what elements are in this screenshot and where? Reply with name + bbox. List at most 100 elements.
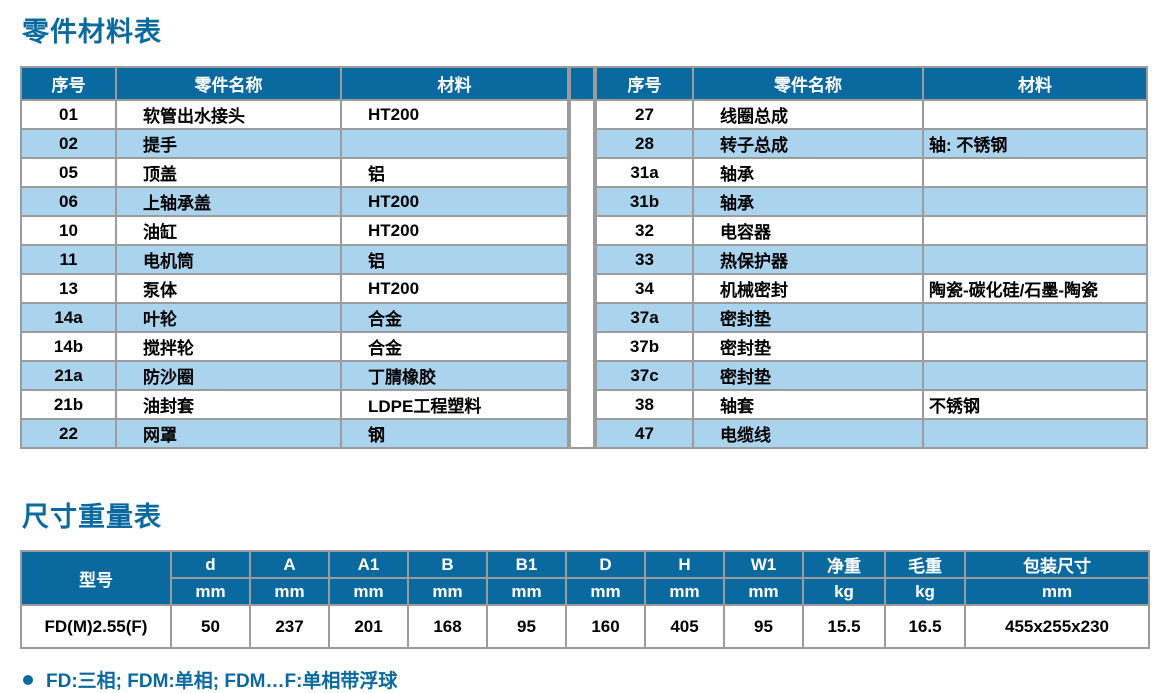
table-row: 34 机械密封 陶瓷-碳化硅/石墨-陶瓷 <box>595 273 1148 304</box>
column-header-material: 材料 <box>340 66 569 101</box>
unit-label: mm <box>565 577 646 606</box>
part-name: 提手 <box>115 128 342 159</box>
table-row: 37b 密封垫 <box>595 331 1148 362</box>
part-material <box>340 128 569 159</box>
table-row: 27 线圈总成 <box>595 99 1148 130</box>
part-name: 网罩 <box>115 418 342 449</box>
part-no: 31a <box>595 157 694 188</box>
part-material: 铝 <box>340 157 569 188</box>
table-row: 10 油缸 HT200 <box>20 215 569 246</box>
part-material <box>922 186 1148 217</box>
part-no: 05 <box>20 157 117 188</box>
column-header-d: d <box>170 550 251 579</box>
part-material <box>922 360 1148 391</box>
dim-value-b: 168 <box>407 604 488 649</box>
part-material: 轴: 不锈钢 <box>922 128 1148 159</box>
part-material <box>922 331 1148 362</box>
dims-unit-row: mm mm mm mm mm mm mm mm kg kg mm <box>21 577 1150 606</box>
unit-label: mm <box>964 577 1150 606</box>
footnote-text: FD:三相; FDM:单相; FDM…F:单相带浮球 <box>46 671 398 692</box>
part-material <box>922 99 1148 130</box>
unit-label: mm <box>486 577 567 606</box>
part-name: 机械密封 <box>692 273 924 304</box>
part-no: 47 <box>595 418 694 449</box>
dim-value-d: 50 <box>170 604 251 649</box>
table-row: 14b 搅拌轮 合金 <box>20 331 569 362</box>
part-name: 轴承 <box>692 186 924 217</box>
part-name: 搅拌轮 <box>115 331 342 362</box>
part-name: 线圈总成 <box>692 99 924 130</box>
column-header-b1: B1 <box>486 550 567 579</box>
parts-table-left: 序号 零件名称 材料 01 软管出水接头 HT200 02 提手 05 <box>20 66 569 449</box>
table-row: 31b 轴承 <box>595 186 1148 217</box>
column-header-name: 零件名称 <box>115 66 342 101</box>
dims-table-title: 尺寸重量表 <box>22 502 162 532</box>
part-no: 02 <box>20 128 117 159</box>
unit-label: mm <box>644 577 725 606</box>
unit-label: mm <box>407 577 488 606</box>
gap-body-cell <box>571 101 593 447</box>
gap-header-cell <box>571 68 593 101</box>
table-row: 02 提手 <box>20 128 569 159</box>
part-material: 陶瓷-碳化硅/石墨-陶瓷 <box>922 273 1148 304</box>
part-material: HT200 <box>340 215 569 246</box>
net-weight-value: 15.5 <box>802 604 886 649</box>
table-row: 14a 叶轮 合金 <box>20 302 569 333</box>
part-no: 37a <box>595 302 694 333</box>
column-header-a1: A1 <box>328 550 409 579</box>
table-row: 01 软管出水接头 HT200 <box>20 99 569 130</box>
table-row: 28 转子总成 轴: 不锈钢 <box>595 128 1148 159</box>
column-header-h: H <box>644 550 725 579</box>
column-header-package-size: 包装尺寸 <box>964 550 1150 579</box>
part-material: HT200 <box>340 186 569 217</box>
gross-weight-value: 16.5 <box>884 604 966 649</box>
column-header-gross-weight: 毛重 <box>884 550 966 579</box>
part-no: 06 <box>20 186 117 217</box>
column-header-name: 零件名称 <box>692 66 924 101</box>
column-header-net-weight: 净重 <box>802 550 886 579</box>
part-no: 33 <box>595 244 694 275</box>
part-no: 01 <box>20 99 117 130</box>
bullet-icon <box>23 674 33 685</box>
dim-value-w1: 95 <box>723 604 804 649</box>
part-no: 13 <box>20 273 117 304</box>
part-name: 泵体 <box>115 273 342 304</box>
column-header-material: 材料 <box>922 66 1148 101</box>
part-no: 37b <box>595 331 694 362</box>
part-material <box>922 244 1148 275</box>
column-header-model: 型号 <box>20 550 172 606</box>
dim-value-h: 405 <box>644 604 725 649</box>
part-material: 合金 <box>340 331 569 362</box>
part-material: 钢 <box>340 418 569 449</box>
table-row: 21a 防沙圈 丁腈橡胶 <box>20 360 569 391</box>
part-material <box>922 418 1148 449</box>
unit-label: mm <box>249 577 330 606</box>
part-no: 34 <box>595 273 694 304</box>
part-name: 电机筒 <box>115 244 342 275</box>
part-material <box>922 302 1148 333</box>
part-material <box>922 215 1148 246</box>
part-no: 10 <box>20 215 117 246</box>
part-material: HT200 <box>340 273 569 304</box>
part-name: 上轴承盖 <box>115 186 342 217</box>
model-value: FD(M)2.55(F) <box>20 604 172 649</box>
column-header-dd: D <box>565 550 646 579</box>
table-row: 47 电缆线 <box>595 418 1148 449</box>
dims-table: 型号 d A A1 B B1 D H W1 净重 毛重 包装尺寸 mm mm m… <box>20 550 1150 649</box>
table-row: 31a 轴承 <box>595 157 1148 188</box>
parts-table-right: 序号 零件名称 材料 27 线圈总成 28 转子总成 轴: 不锈钢 31a <box>595 66 1148 449</box>
part-name: 电容器 <box>692 215 924 246</box>
table-row: 33 热保护器 <box>595 244 1148 275</box>
part-no: 14b <box>20 331 117 362</box>
table-row: 38 轴套 不锈钢 <box>595 389 1148 420</box>
footnote: FD:三相; FDM:单相; FDM…F:单相带浮球 <box>23 666 1148 693</box>
part-no: 11 <box>20 244 117 275</box>
table-row: 21b 油封套 LDPE工程塑料 <box>20 389 569 420</box>
part-material: 铝 <box>340 244 569 275</box>
table-header-row: 序号 零件名称 材料 <box>20 66 569 101</box>
table-row: 37a 密封垫 <box>595 302 1148 333</box>
part-no: 14a <box>20 302 117 333</box>
part-material: 不锈钢 <box>922 389 1148 420</box>
unit-label: kg <box>802 577 886 606</box>
